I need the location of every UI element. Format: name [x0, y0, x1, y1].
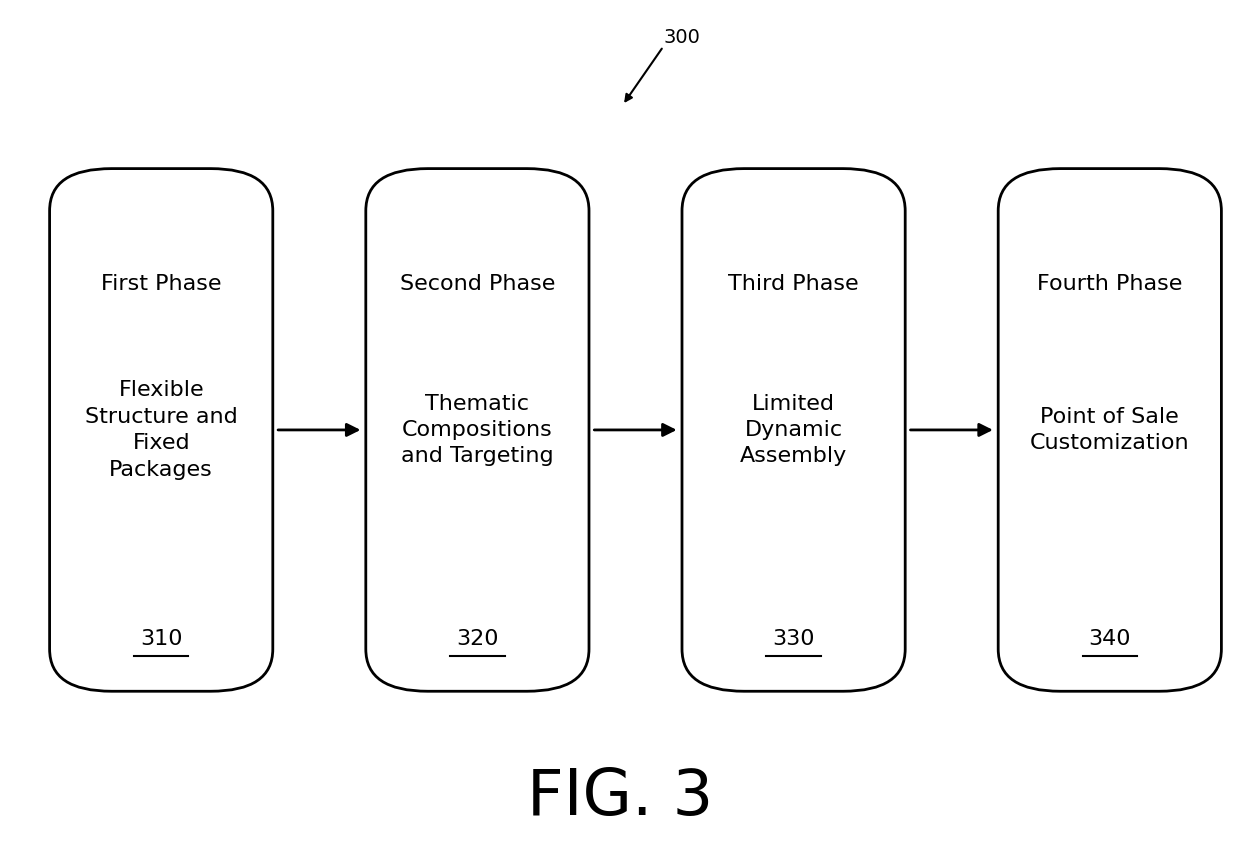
Text: 300: 300 [663, 29, 701, 47]
Text: Point of Sale
Customization: Point of Sale Customization [1030, 406, 1189, 454]
Text: 310: 310 [140, 629, 182, 649]
FancyBboxPatch shape [50, 169, 273, 691]
Text: Third Phase: Third Phase [728, 274, 859, 293]
Text: Limited
Dynamic
Assembly: Limited Dynamic Assembly [740, 394, 847, 466]
Text: Fourth Phase: Fourth Phase [1037, 274, 1183, 293]
FancyBboxPatch shape [366, 169, 589, 691]
Text: First Phase: First Phase [100, 274, 222, 293]
Text: Thematic
Compositions
and Targeting: Thematic Compositions and Targeting [401, 394, 554, 466]
Text: Flexible
Structure and
Fixed
Packages: Flexible Structure and Fixed Packages [84, 380, 238, 480]
Text: 330: 330 [773, 629, 815, 649]
Text: 340: 340 [1089, 629, 1131, 649]
Text: 320: 320 [456, 629, 498, 649]
Text: FIG. 3: FIG. 3 [527, 765, 713, 828]
Text: Second Phase: Second Phase [399, 274, 556, 293]
FancyBboxPatch shape [682, 169, 905, 691]
FancyBboxPatch shape [998, 169, 1221, 691]
